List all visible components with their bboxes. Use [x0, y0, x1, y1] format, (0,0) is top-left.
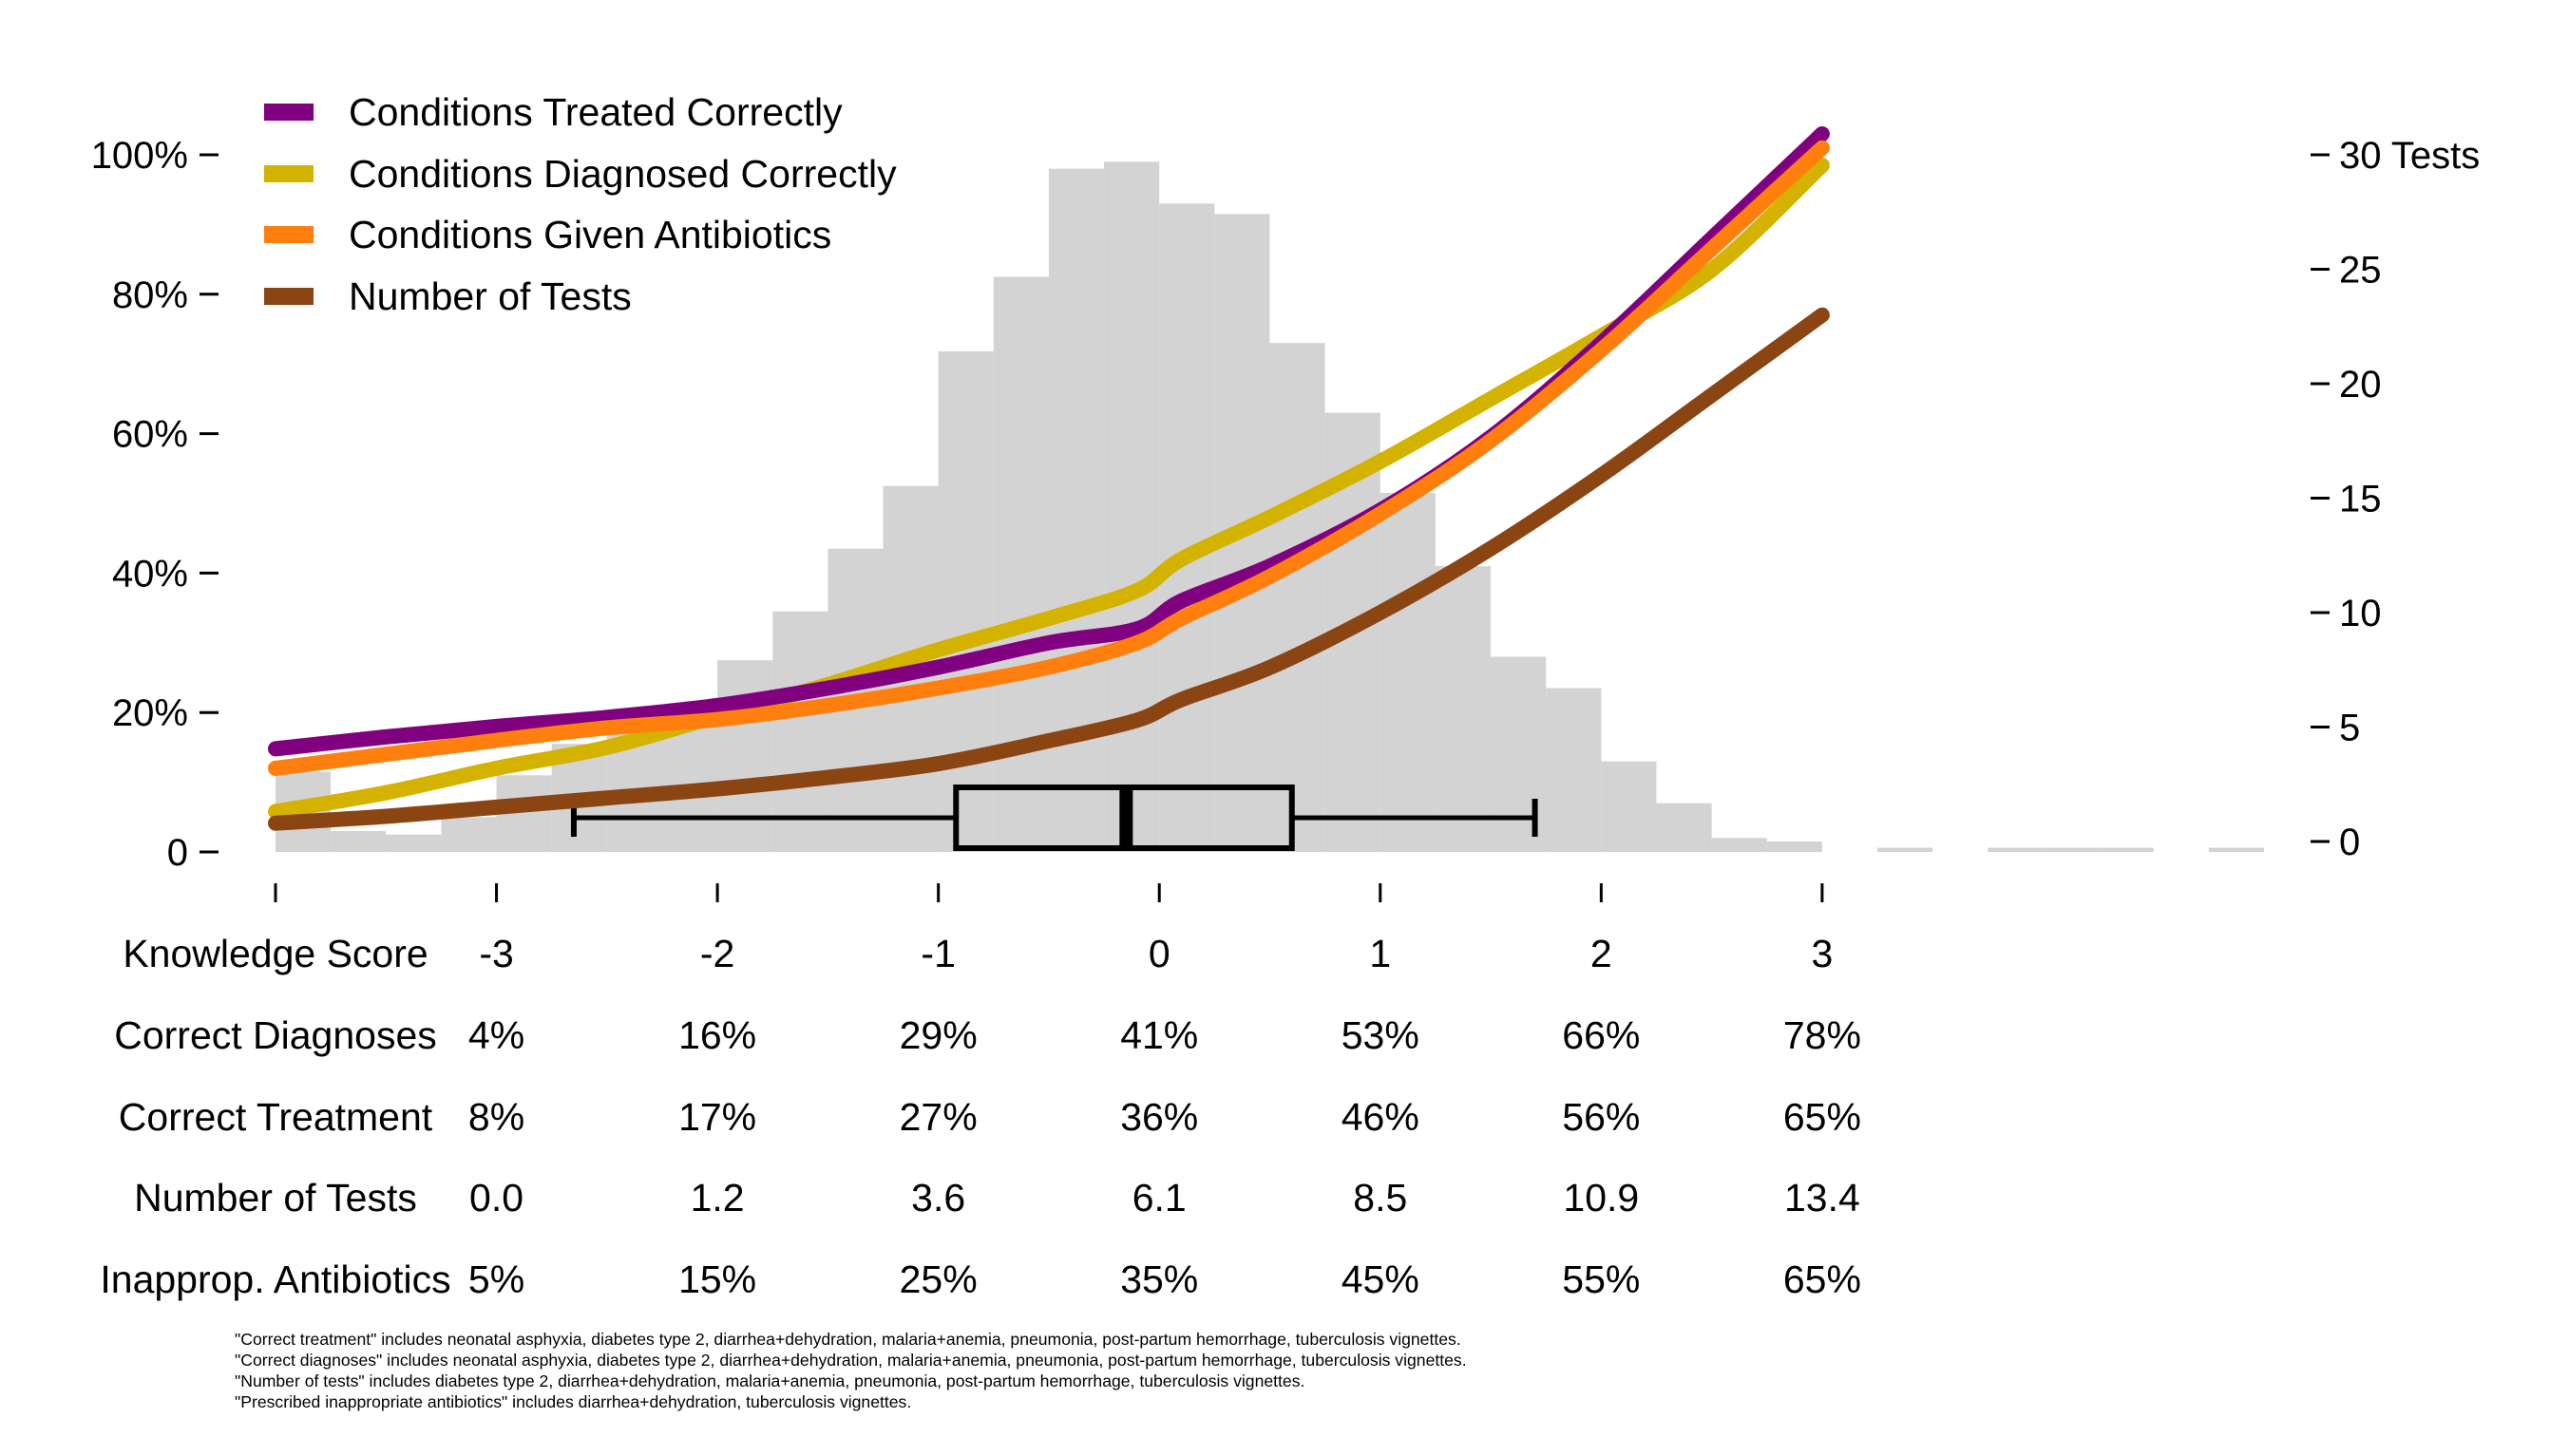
right-axis-tick-label: 20: [2339, 364, 2382, 406]
histogram-bar: [1546, 688, 1602, 852]
table-row-label: Correct Diagnoses: [114, 1013, 437, 1057]
histogram-bar: [1104, 161, 1160, 853]
legend-label-number-of-tests: Number of Tests: [349, 274, 632, 318]
left-axis: 0 20% 40% 60% 80% 100%: [91, 135, 219, 874]
histogram-bar: [1159, 203, 1215, 852]
table-cell: 78%: [1783, 1013, 1861, 1057]
legend-label-given-antibiotics: Conditions Given Antibiotics: [349, 213, 831, 256]
series-line-diagnosed-correctly: [268, 158, 1830, 820]
left-axis-tick-label: 40%: [112, 553, 188, 595]
histogram-bar: [441, 817, 497, 852]
footnotes: "Correct treatment" includes neonatal as…: [235, 1329, 1467, 1412]
x-axis: [274, 883, 1824, 902]
left-axis-tick-label: 80%: [112, 274, 188, 316]
table-row-label: Inapprop. Antibiotics: [100, 1257, 450, 1301]
series-line-given-antibiotics: [268, 140, 1830, 776]
table-cell: 55%: [1562, 1257, 1640, 1301]
series-line-number-of-tests: [268, 307, 1830, 831]
histogram-bar: [1380, 492, 1436, 852]
histogram-bar: [2208, 847, 2264, 852]
series-lines: [268, 125, 1830, 831]
footnote-antibiotics: "Prescribed inappropriate antibiotics" i…: [235, 1392, 912, 1411]
table-cell: 25%: [900, 1257, 978, 1301]
table-cell: -3: [479, 932, 513, 975]
table-cell: 66%: [1562, 1013, 1640, 1057]
left-axis-tick-label: 60%: [112, 414, 188, 456]
table-cell: 8.5: [1353, 1176, 1407, 1220]
table-cell: 8%: [468, 1095, 524, 1139]
histogram-bar: [1711, 838, 1767, 852]
histogram-bar: [993, 276, 1049, 852]
histogram-bar: [938, 350, 994, 852]
left-axis-tick-label: 20%: [112, 692, 188, 734]
histogram-bar: [1766, 841, 1822, 852]
table-cell: 3: [1811, 932, 1833, 975]
histogram-bar: [1435, 566, 1492, 852]
table-cell: 0: [1149, 932, 1170, 975]
data-table: Knowledge Score -3 -2 -1 0 1 2 3 Correct Diagnos…: [100, 932, 1861, 1301]
right-axis: 0 5 10 15 20 25 30 Tests: [2311, 135, 2480, 863]
histogram-bar: [1877, 847, 1933, 852]
table-cell: 2: [1590, 932, 1612, 975]
footnote-diagnoses: "Correct diagnoses" includes neonatal as…: [235, 1351, 1467, 1370]
table-cell: 17%: [678, 1095, 756, 1139]
histogram-bar: [1601, 761, 1657, 852]
right-axis-tick-label: 0: [2339, 822, 2360, 863]
legend-label-diagnosed-correctly: Conditions Diagnosed Correctly: [349, 152, 897, 196]
histogram-bar: [1656, 803, 1712, 852]
table-cell: 15%: [678, 1257, 756, 1301]
table-cell: 0.0: [469, 1176, 523, 1220]
histogram-bar: [2043, 847, 2099, 852]
table-cell: 10.9: [1563, 1176, 1639, 1220]
footnote-treatment: "Correct treatment" includes neonatal as…: [235, 1330, 1461, 1349]
table-cell: 3.6: [911, 1176, 965, 1220]
histogram-bar: [772, 611, 828, 852]
right-axis-tick-label: 5: [2339, 708, 2360, 749]
right-axis-tick-label: 10: [2339, 593, 2382, 634]
table-cell: 56%: [1562, 1095, 1640, 1139]
histogram-bar: [2098, 847, 2154, 852]
left-axis-tick-label: 100%: [91, 135, 188, 177]
histogram-bar: [1988, 847, 2044, 852]
table-row-label: Number of Tests: [134, 1176, 417, 1220]
table-cell: 6.1: [1132, 1176, 1187, 1220]
histogram-bar: [1269, 343, 1325, 852]
table-cell: 41%: [1120, 1013, 1198, 1057]
legend-label-treated-correctly: Conditions Treated Correctly: [349, 90, 843, 134]
boxplot: [570, 785, 1538, 851]
table-cell: 65%: [1783, 1095, 1861, 1139]
table-cell: -2: [700, 932, 734, 975]
right-axis-tick-label: 15: [2339, 479, 2382, 520]
histogram-bar: [717, 660, 773, 852]
right-axis-tick-label: 25: [2339, 250, 2382, 292]
table-cell: 5%: [468, 1257, 524, 1301]
footnote-tests: "Number of tests" includes diabetes type…: [235, 1371, 1305, 1390]
left-axis-tick-label: 0: [167, 832, 188, 874]
histogram-bar: [1048, 168, 1105, 852]
table-cell: 29%: [900, 1013, 978, 1057]
table-cell: -1: [921, 932, 955, 975]
table-cell: 46%: [1342, 1095, 1419, 1139]
table-cell: 65%: [1783, 1257, 1861, 1301]
table-cell: 1: [1369, 932, 1391, 975]
right-axis-tick-label: 30 Tests: [2339, 135, 2480, 177]
histogram-bar: [331, 830, 387, 852]
table-cell: 27%: [900, 1095, 978, 1139]
table-row-label: Knowledge Score: [123, 932, 428, 975]
table-cell: 13.4: [1784, 1176, 1860, 1220]
table-cell: 53%: [1342, 1013, 1419, 1057]
histogram-bar: [386, 834, 442, 852]
table-cell: 45%: [1342, 1257, 1419, 1301]
table-cell: 16%: [678, 1013, 756, 1057]
table-cell: 36%: [1120, 1095, 1198, 1139]
table-cell: 4%: [468, 1013, 524, 1057]
table-cell: 1.2: [691, 1176, 745, 1220]
table-row-label: Correct Treatment: [119, 1095, 433, 1139]
legend: Conditions Treated Correctly Conditions D…: [264, 90, 897, 318]
table-cell: 35%: [1120, 1257, 1198, 1301]
